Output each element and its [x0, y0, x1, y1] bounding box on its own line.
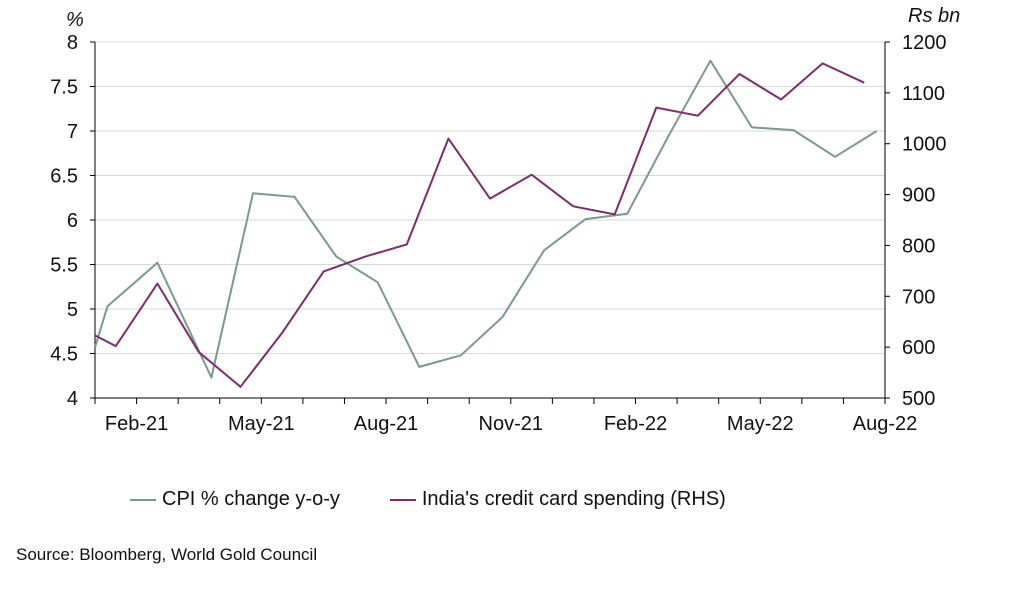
right-tick-label: 800: [902, 235, 935, 257]
chart: 4 4.5 5 5.5 6 6.5 7 7.5 8 500 600 700 800 900 1000 1100…: [50, 5, 960, 435]
right-tick-label: 1100: [902, 83, 945, 105]
left-tick-label: 5.5: [50, 255, 78, 277]
left-tick-label: 7.5: [50, 77, 78, 99]
legend: CPI % change y-o-y India's credit card s…: [130, 488, 776, 511]
legend-label-cpi: CPI % change y-o-y: [162, 488, 340, 510]
right-axis-unit: Rs bn: [908, 5, 960, 27]
x-tick-label: Aug-21: [354, 413, 419, 435]
right-tick-label: 1000: [902, 134, 947, 156]
x-tick-label: May-21: [228, 413, 295, 435]
x-tick-label: May-22: [727, 413, 794, 435]
legend-label-credit-card: India's credit card spending (RHS): [421, 488, 726, 510]
x-tick-label: Nov-21: [479, 413, 543, 435]
left-tick-label: 4: [67, 388, 78, 410]
left-tick-label: 7: [67, 121, 78, 143]
x-tick-label: Feb-22: [604, 413, 667, 435]
legend-swatch-cpi: [130, 498, 156, 501]
right-tick-label: 900: [902, 185, 935, 207]
legend-item-credit-card: India's credit card spending (RHS): [389, 488, 726, 511]
left-tick-label: 6: [67, 210, 78, 232]
left-tick-label: 6.5: [50, 166, 78, 188]
legend-item-cpi: CPI % change y-o-y: [130, 488, 340, 511]
cpi-line: [94, 59, 878, 379]
credit-card-spending-line: [94, 62, 865, 388]
series-lines: [94, 59, 878, 388]
source-note: Source: Bloomberg, World Gold Council: [16, 545, 318, 564]
left-axis-unit: %: [66, 9, 84, 31]
right-tick-label: 1200: [902, 32, 947, 54]
tick-labels: 4 4.5 5 5.5 6 6.5 7 7.5 8 500 600 700 800 900 1000 1100…: [50, 5, 960, 435]
left-tick-label: 8: [67, 32, 78, 54]
right-tick-label: 600: [902, 337, 935, 359]
left-tick-label: 5: [67, 299, 78, 321]
x-tick-label: Aug-22: [853, 413, 918, 435]
legend-swatch-credit-card: [389, 498, 416, 501]
x-tick-label: Feb-21: [105, 413, 168, 435]
right-tick-label: 700: [902, 286, 935, 308]
axes: [90, 41, 890, 404]
right-tick-label: 500: [902, 388, 935, 410]
left-tick-label: 4.5: [50, 344, 78, 366]
